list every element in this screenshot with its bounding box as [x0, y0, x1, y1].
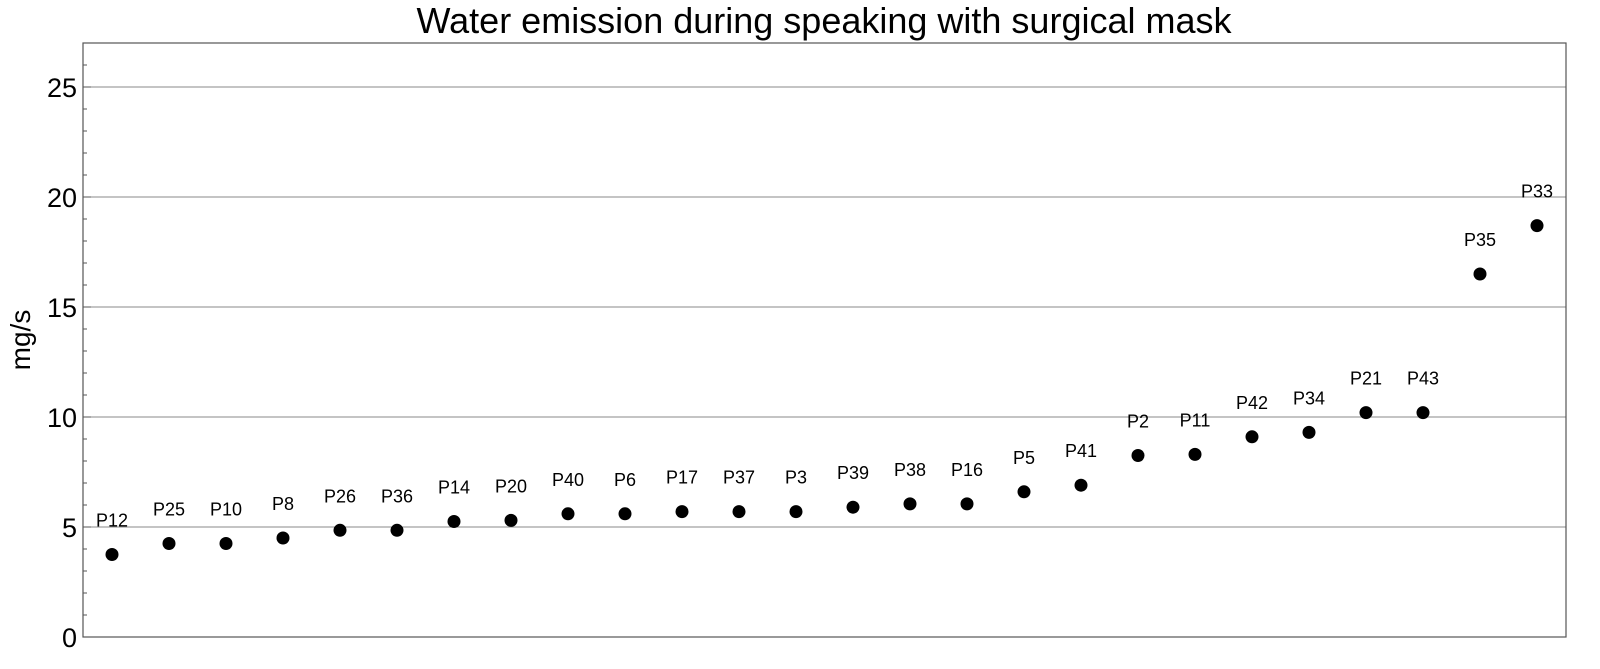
data-point-label: P20 — [495, 476, 527, 496]
data-point — [1017, 485, 1031, 499]
data-point-label: P33 — [1521, 182, 1553, 202]
data-point — [618, 507, 632, 521]
data-point — [789, 505, 803, 519]
data-point — [162, 537, 176, 550]
data-point-label: P41 — [1065, 441, 1097, 461]
data-point-label: P21 — [1350, 369, 1382, 389]
data-point-label: P2 — [1127, 412, 1149, 432]
chart-title: Water emission during speaking with surg… — [417, 0, 1233, 41]
data-point — [675, 505, 689, 519]
data-point-label: P25 — [153, 500, 185, 520]
data-point — [1416, 406, 1430, 420]
data-point-label: P40 — [552, 470, 584, 490]
data-point-label: P8 — [272, 494, 294, 514]
data-point-label: P36 — [381, 486, 413, 506]
data-point-label: P42 — [1236, 393, 1268, 413]
data-point-label: P35 — [1464, 230, 1496, 250]
data-point — [504, 513, 518, 527]
data-point-label: P3 — [785, 468, 807, 488]
gridlines — [83, 86, 1566, 528]
data-point-label: P5 — [1013, 448, 1035, 468]
y-tick-label: 20 — [47, 183, 77, 213]
data-point — [846, 500, 860, 514]
data-point-label: P12 — [96, 511, 128, 531]
data-points — [105, 219, 1544, 561]
data-point — [390, 523, 404, 537]
data-point — [903, 497, 917, 511]
data-point-label: P11 — [1180, 410, 1211, 430]
y-tick-label: 10 — [47, 403, 77, 433]
y-axis-ticks: 0 5 10 15 20 25 — [47, 42, 91, 653]
y-axis-label: mg/s — [5, 310, 36, 371]
data-point — [333, 523, 347, 537]
data-point-label: P39 — [837, 463, 869, 483]
data-point — [1074, 478, 1088, 492]
y-tick-label: 15 — [47, 293, 77, 323]
data-point — [1359, 406, 1373, 420]
data-point-label: P16 — [951, 460, 983, 480]
data-point-label: P14 — [438, 478, 470, 498]
data-point — [1302, 425, 1316, 439]
y-tick-label: 25 — [47, 73, 77, 103]
data-point-label: P34 — [1293, 388, 1325, 408]
data-point — [1188, 447, 1202, 461]
data-point — [1530, 219, 1544, 233]
data-point — [960, 497, 974, 511]
data-point — [276, 531, 290, 545]
data-point — [219, 537, 233, 550]
data-point — [105, 548, 119, 561]
y-tick-label: 5 — [62, 513, 77, 543]
data-point-labels: P12 P25 P10 P8 P26 P36 P14 P20 P40 P6 P17 P37 P3 P39 P… — [96, 182, 1553, 531]
data-point-label: P37 — [723, 468, 755, 488]
plot-area-frame — [82, 42, 1567, 638]
data-point — [1131, 449, 1145, 462]
data-point-label: P6 — [614, 470, 636, 490]
data-point-label: P26 — [324, 486, 356, 506]
data-point — [732, 505, 746, 519]
data-point-label: P43 — [1407, 369, 1439, 389]
data-point — [561, 507, 575, 521]
data-point — [447, 515, 461, 528]
data-point-label: P17 — [666, 468, 698, 488]
data-point-label: P38 — [894, 460, 926, 480]
y-tick-label: 0 — [62, 623, 77, 653]
data-point — [1245, 430, 1259, 444]
data-point — [1473, 267, 1487, 281]
data-point-label: P10 — [210, 500, 242, 520]
